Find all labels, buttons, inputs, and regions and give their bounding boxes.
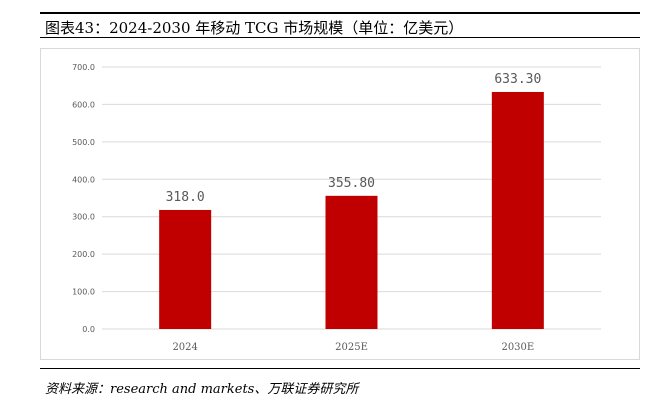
- chart-frame: [40, 48, 640, 360]
- data-label: 633.30: [494, 72, 541, 87]
- y-tick-label: 500.0: [72, 138, 95, 147]
- data-label: 318.0: [166, 190, 205, 205]
- y-tick-label: 300.0: [72, 213, 95, 222]
- y-tick-label: 600.0: [72, 100, 95, 109]
- source-divider: [40, 368, 640, 369]
- bar: [491, 91, 544, 329]
- chart-title: 图表43：2024-2030 年移动 TCG 市场规模（单位：亿美元）: [45, 19, 464, 37]
- y-tick-label: 100.0: [72, 288, 95, 297]
- bar: [159, 209, 212, 329]
- y-tick-label: 400.0: [72, 175, 95, 184]
- source-note: 资料来源：research and markets、万联证券研究所: [45, 382, 359, 397]
- y-tick-label: 0.0: [82, 325, 95, 334]
- x-tick-label: 2030E: [501, 342, 534, 353]
- bar: [325, 195, 378, 329]
- x-tick-label: 2024: [172, 342, 197, 353]
- y-tick-label: 200.0: [72, 250, 95, 259]
- data-label: 355.80: [328, 176, 375, 191]
- x-tick-label: 2025E: [335, 342, 368, 353]
- y-tick-label: 700.0: [72, 63, 95, 72]
- chart-title-bar: 图表43：2024-2030 年移动 TCG 市场规模（单位：亿美元）: [40, 12, 640, 38]
